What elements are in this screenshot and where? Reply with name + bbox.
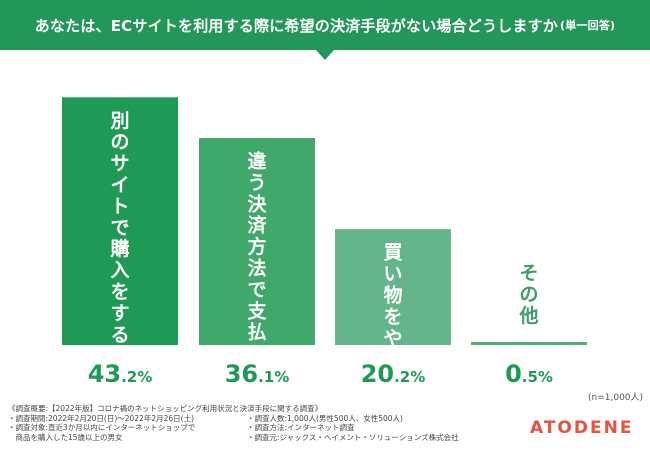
bar-label-1: 別のサイトで購入をする	[110, 110, 129, 346]
survey-target-line1: ・調査対象:直近3か月以内にインターネットショップで	[8, 423, 196, 433]
survey-period: ・調査期間:2022年2月20日(日)〜2022年2月26日(土)	[8, 413, 195, 423]
question-banner: あなたは、ECサイトを利用する際に希望の決済手段がない場合どうしますか (単一回…	[0, 0, 650, 50]
sample-size-note: (n=1,000人)	[588, 393, 644, 403]
survey-overview: 《調査概要:【2022年版】コロナ禍のネットショッピング利用状況と決済手段に関す…	[8, 404, 459, 442]
question-title: あなたは、ECサイトを利用する際に希望の決済手段がない場合どうしますか	[34, 16, 558, 35]
value-label-1: 43.2%	[88, 360, 153, 388]
survey-heading: 《調査概要:【2022年版】コロナ禍のネットショッピング利用状況と決済手段に関す…	[8, 404, 323, 413]
survey-source: ・調査元:ジャックス・ヘイメント・ソリューションズ株式会社	[247, 432, 459, 442]
bar-3	[335, 229, 451, 345]
value-label-4: 0.5%	[505, 360, 553, 388]
bar-4	[471, 342, 587, 345]
bar-label-2: 違う決済方法で支払う	[246, 150, 267, 366]
bar-label-3: 買い物をやめる	[383, 242, 402, 392]
question-subtitle: (単一回答)	[560, 19, 616, 32]
atodene-logo: ATODENE	[530, 418, 634, 438]
value-label-3: 20.2%	[361, 360, 426, 388]
bar-2	[199, 138, 315, 345]
survey-method: ・調査方法:インターネット調査	[247, 423, 355, 433]
bar-label-4: その他	[518, 262, 538, 327]
value-label-2: 36.1%	[225, 360, 290, 388]
bar-1	[62, 97, 178, 345]
survey-respondents: ・調査人数:1,000人(男性500人、女性500人)	[247, 413, 403, 423]
banner-pointer	[316, 50, 334, 60]
survey-target-line2: 商品を購入した15歳以上の男女	[8, 432, 123, 442]
